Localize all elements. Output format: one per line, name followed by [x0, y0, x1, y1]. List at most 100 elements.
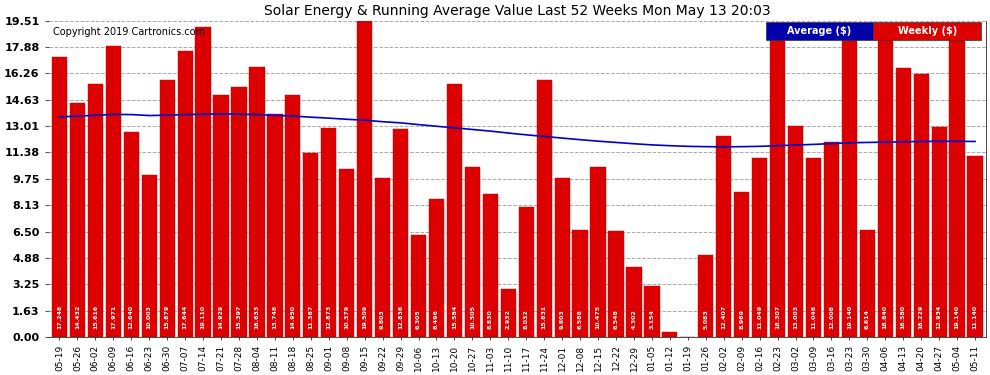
Text: 19.110: 19.110 [201, 305, 206, 329]
Bar [303, 153, 319, 337]
Text: 9.803: 9.803 [380, 309, 385, 329]
Bar [501, 290, 516, 337]
Text: 16.229: 16.229 [919, 304, 924, 329]
FancyBboxPatch shape [765, 22, 873, 40]
Text: 6.588: 6.588 [577, 309, 582, 329]
Text: 6.305: 6.305 [416, 309, 421, 329]
Bar [967, 156, 983, 337]
Text: 3.154: 3.154 [649, 309, 654, 329]
Bar [734, 192, 749, 337]
Text: Average ($): Average ($) [787, 26, 851, 36]
Text: 15.616: 15.616 [93, 304, 98, 329]
Bar [770, 40, 785, 337]
Bar [340, 169, 354, 337]
Text: 9.803: 9.803 [559, 309, 564, 329]
Text: 8.496: 8.496 [434, 309, 439, 329]
FancyBboxPatch shape [873, 22, 981, 40]
Text: Weekly ($): Weekly ($) [898, 26, 957, 36]
Bar [572, 230, 588, 337]
Bar [554, 178, 570, 337]
Text: 17.248: 17.248 [57, 304, 62, 329]
Text: 15.397: 15.397 [237, 304, 242, 329]
Bar [698, 255, 714, 337]
Text: 12.008: 12.008 [829, 305, 834, 329]
Text: 18.840: 18.840 [883, 305, 888, 329]
Text: 12.640: 12.640 [129, 305, 134, 329]
Bar [142, 175, 156, 337]
Bar [446, 84, 462, 337]
Bar [824, 142, 840, 337]
Text: 12.934: 12.934 [937, 304, 941, 329]
Title: Solar Energy & Running Average Value Last 52 Weeks Mon May 13 20:03: Solar Energy & Running Average Value Las… [264, 4, 770, 18]
Bar [896, 68, 911, 337]
Bar [267, 114, 282, 337]
Bar [321, 128, 337, 337]
Text: 6.614: 6.614 [865, 309, 870, 329]
Bar [806, 158, 821, 337]
Bar [842, 27, 857, 337]
Bar [590, 167, 606, 337]
Text: 19.140: 19.140 [954, 305, 959, 329]
Bar [285, 94, 301, 337]
Text: 12.407: 12.407 [722, 305, 727, 329]
Text: 15.584: 15.584 [451, 304, 457, 329]
Bar [393, 129, 408, 337]
Bar [752, 158, 767, 337]
Text: 17.971: 17.971 [111, 304, 116, 329]
Bar [716, 136, 732, 337]
Text: Copyright 2019 Cartronics.com: Copyright 2019 Cartronics.com [53, 27, 205, 37]
Bar [914, 74, 929, 337]
Text: 11.140: 11.140 [972, 305, 977, 329]
Text: 19.509: 19.509 [362, 305, 367, 329]
Text: 11.048: 11.048 [811, 305, 816, 329]
Text: 14.929: 14.929 [219, 304, 224, 329]
Bar [195, 27, 211, 337]
Text: 12.836: 12.836 [398, 304, 403, 329]
Bar [483, 194, 498, 337]
Bar [464, 166, 480, 337]
Text: 12.873: 12.873 [327, 304, 332, 329]
Text: 17.644: 17.644 [182, 304, 188, 329]
Text: 8.830: 8.830 [488, 309, 493, 329]
Text: 13.748: 13.748 [272, 304, 277, 329]
Text: 5.083: 5.083 [703, 309, 708, 329]
Text: 16.580: 16.580 [901, 305, 906, 329]
Text: 19.140: 19.140 [846, 305, 851, 329]
Text: 11.367: 11.367 [308, 304, 313, 329]
Bar [88, 84, 103, 337]
Bar [51, 57, 67, 337]
Text: 15.879: 15.879 [164, 304, 169, 329]
Text: 2.932: 2.932 [506, 309, 511, 329]
Bar [519, 207, 534, 337]
Text: 15.831: 15.831 [542, 304, 546, 329]
Bar [537, 80, 551, 337]
Text: 14.950: 14.950 [290, 305, 295, 329]
Bar [106, 46, 121, 337]
Text: 11.049: 11.049 [757, 305, 762, 329]
Bar [249, 68, 264, 337]
Bar [932, 127, 946, 337]
Bar [859, 230, 875, 337]
Text: 14.432: 14.432 [75, 304, 80, 329]
Bar [232, 87, 247, 337]
Text: 13.003: 13.003 [793, 305, 798, 329]
Bar [357, 21, 372, 337]
Bar [949, 27, 964, 337]
Bar [644, 286, 659, 337]
Text: 16.633: 16.633 [254, 304, 259, 329]
Bar [375, 178, 390, 337]
Bar [124, 132, 139, 337]
Text: 10.475: 10.475 [596, 305, 601, 329]
Text: 8.032: 8.032 [524, 309, 529, 329]
Bar [177, 51, 193, 337]
Bar [788, 126, 803, 337]
Bar [159, 80, 175, 337]
Text: 8.969: 8.969 [740, 309, 744, 329]
Bar [429, 199, 445, 337]
Text: 10.003: 10.003 [147, 305, 151, 329]
Bar [662, 332, 677, 337]
Bar [214, 95, 229, 337]
Text: 10.505: 10.505 [470, 305, 475, 329]
Text: 4.302: 4.302 [632, 309, 637, 329]
Text: 6.548: 6.548 [614, 309, 619, 329]
